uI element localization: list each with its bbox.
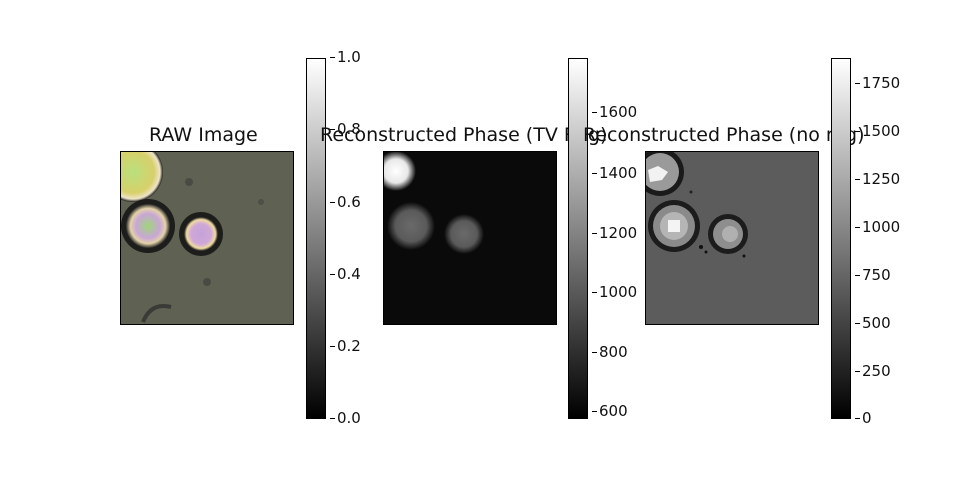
tick-label: 250 xyxy=(855,364,891,379)
tick-label: 1400 xyxy=(592,166,637,181)
cell-3 xyxy=(444,214,484,254)
panel-title-noreg: Reconstructed Phase (no reg) xyxy=(583,124,865,146)
panel-title-tv: Reconstructed Phase (TV Reg) xyxy=(320,124,608,146)
tick-label: 800 xyxy=(592,345,628,360)
colorbar-tv xyxy=(568,58,588,419)
colorbar-noreg xyxy=(831,58,851,419)
colorbar-raw xyxy=(306,58,326,419)
tick-label: 1750 xyxy=(855,76,900,91)
tick-label: 0.2 xyxy=(330,339,361,354)
tick-label: 0.6 xyxy=(330,195,361,210)
cell-2 xyxy=(387,202,435,250)
tick-label: 1000 xyxy=(855,220,900,235)
raw-image xyxy=(120,151,294,325)
tick-label: 0.4 xyxy=(330,267,361,282)
tv-reg-image xyxy=(383,151,557,325)
tick-label: 1200 xyxy=(592,226,637,241)
tick-label: 1500 xyxy=(855,124,900,139)
tick-label: 1.0 xyxy=(330,50,361,65)
cell-3 xyxy=(184,217,218,251)
cell-1 xyxy=(384,152,416,191)
tick-label: 0 xyxy=(855,411,872,426)
tick-label: 0.8 xyxy=(330,122,361,137)
tick-label: 1600 xyxy=(592,105,637,120)
no-reg-image xyxy=(645,151,819,325)
panel-title-raw: RAW Image xyxy=(149,124,258,146)
tick-label: 1250 xyxy=(855,172,900,187)
tick-label: 750 xyxy=(855,268,891,283)
cell-2 xyxy=(126,204,170,248)
tick-label: 500 xyxy=(855,316,891,331)
cell-1 xyxy=(121,152,163,202)
tick-label: 600 xyxy=(592,404,628,419)
tick-label: 0.0 xyxy=(330,411,361,426)
tick-label: 1000 xyxy=(592,285,637,300)
